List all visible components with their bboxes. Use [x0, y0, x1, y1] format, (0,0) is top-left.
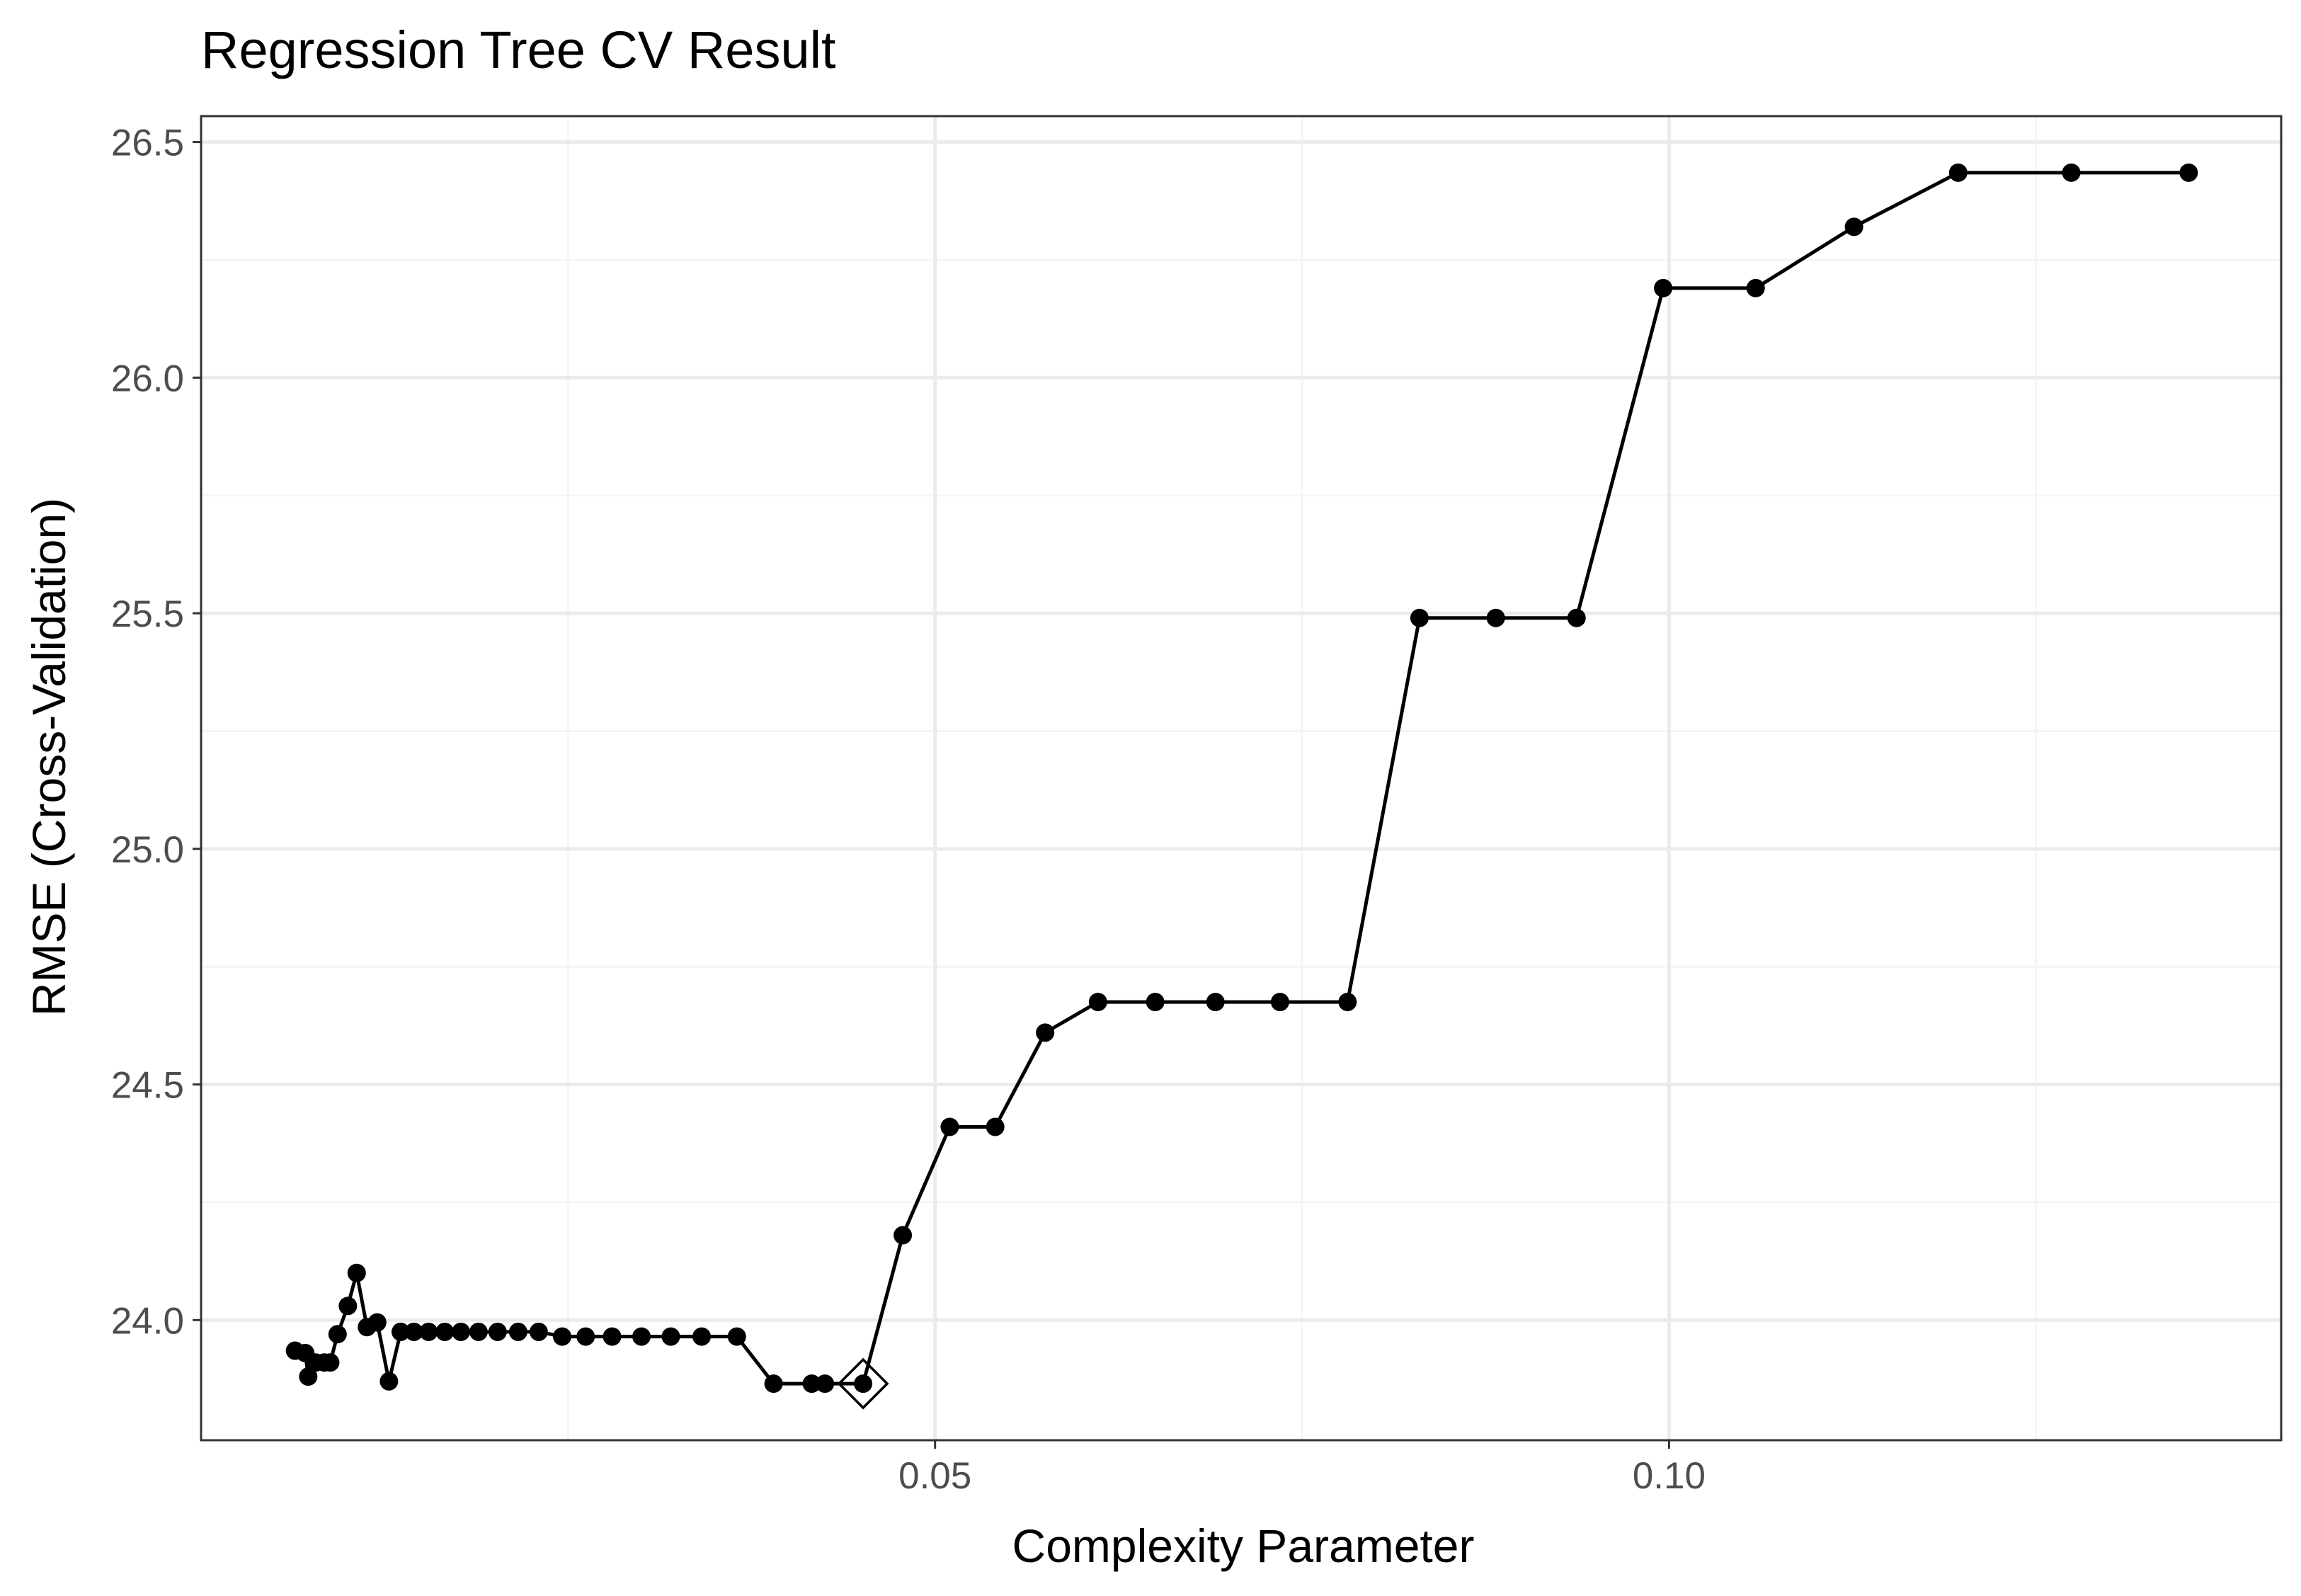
plot-panel — [201, 116, 2281, 1440]
data-point — [1088, 993, 1107, 1012]
data-point — [1654, 278, 1673, 297]
data-point — [451, 1322, 470, 1341]
y-tick-label: 25.5 — [111, 593, 184, 635]
plot-panel-border — [200, 115, 2283, 1442]
data-point — [661, 1327, 680, 1346]
y-tick-label: 24.0 — [111, 1300, 184, 1342]
data-point — [1486, 608, 1505, 627]
data-point — [1746, 278, 1765, 297]
data-point — [2062, 163, 2081, 182]
data-point — [854, 1374, 873, 1393]
data-point — [404, 1322, 423, 1341]
chart-title: Regression Tree CV Result — [201, 21, 836, 79]
data-point — [1410, 608, 1429, 627]
data-point — [576, 1327, 595, 1346]
data-point — [553, 1327, 572, 1346]
plot-layer: 24.0 24.5 25.0 25.5 26.0 26.5 0.05 0.10 — [111, 115, 2283, 1497]
data-point — [347, 1263, 366, 1282]
y-tick-label: 26.5 — [111, 122, 184, 164]
data-point — [328, 1325, 347, 1344]
data-point — [1948, 163, 1968, 182]
data-point — [1338, 993, 1357, 1012]
optimal-cp-diamond-marker — [837, 1357, 889, 1410]
data-point — [435, 1322, 455, 1341]
data-point — [727, 1327, 746, 1346]
x-tick-label: 0.10 — [1633, 1455, 1706, 1497]
data-point — [529, 1322, 548, 1341]
y-tick-label: 25.0 — [111, 829, 184, 871]
data-point — [469, 1322, 488, 1341]
data-point — [632, 1327, 651, 1346]
data-point — [299, 1367, 318, 1386]
y-tick-label: 24.5 — [111, 1065, 184, 1107]
data-point — [940, 1117, 959, 1136]
data-point — [1270, 993, 1289, 1012]
data-point — [1206, 993, 1225, 1012]
data-point — [321, 1353, 340, 1372]
y-tick-label: 26.0 — [111, 358, 184, 399]
data-point — [391, 1322, 410, 1341]
data-point — [893, 1226, 913, 1245]
data-point — [379, 1372, 399, 1391]
series-line — [295, 171, 2189, 1386]
data-point — [603, 1327, 622, 1346]
data-point — [338, 1296, 358, 1316]
y-axis-title: RMSE (Cross-Validation) — [23, 498, 75, 1016]
x-axis-title: Complexity Parameter — [1012, 1520, 1475, 1572]
data-point — [1844, 217, 1863, 236]
data-point — [802, 1374, 821, 1393]
data-point — [692, 1327, 712, 1346]
data-point — [508, 1322, 527, 1341]
data-point — [488, 1322, 507, 1341]
data-point — [986, 1117, 1005, 1136]
data-point — [419, 1322, 438, 1341]
data-point — [1036, 1023, 1055, 1042]
data-point — [764, 1374, 783, 1393]
data-point — [1567, 608, 1586, 627]
data-point — [816, 1374, 835, 1393]
x-tick-label: 0.05 — [898, 1455, 971, 1497]
data-point — [367, 1313, 387, 1332]
data-point — [2179, 163, 2198, 182]
data-point — [1146, 993, 1165, 1012]
